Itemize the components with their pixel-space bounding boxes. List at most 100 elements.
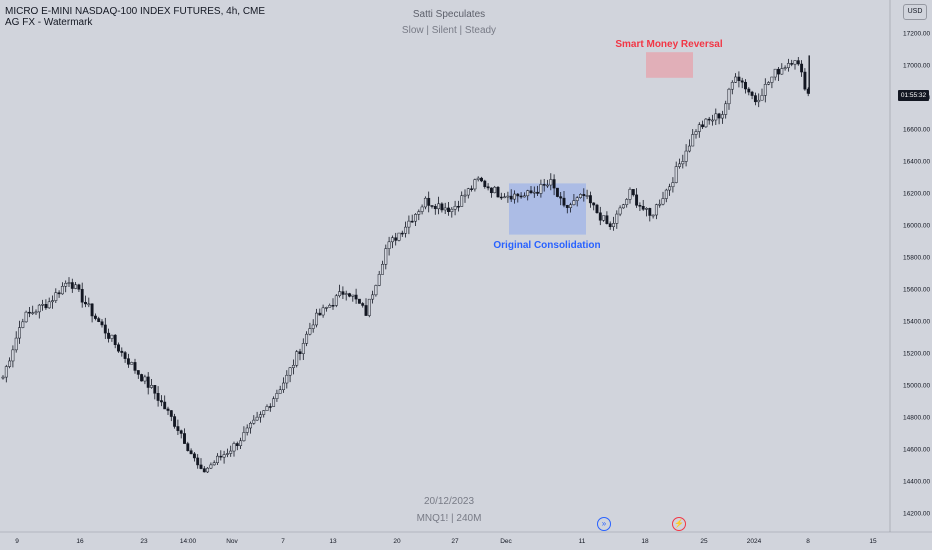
candle-body xyxy=(186,443,190,451)
candle-body xyxy=(486,186,490,189)
price-tick-label: 14600.00 xyxy=(903,446,930,453)
candle-body xyxy=(199,464,203,469)
candle-body xyxy=(786,63,790,68)
candle-body xyxy=(740,80,744,83)
candle-body xyxy=(453,205,457,210)
candle-body xyxy=(143,376,147,382)
time-tick-label: 16 xyxy=(76,538,84,545)
candle-body xyxy=(301,343,305,354)
candle-body xyxy=(212,462,216,466)
candle-body xyxy=(569,204,573,208)
currency-button[interactable]: USD xyxy=(903,4,927,20)
candle-body xyxy=(407,220,411,228)
price-tick-label: 16200.00 xyxy=(903,190,930,197)
candle-body xyxy=(727,88,731,105)
candle-body xyxy=(648,208,652,216)
candle-body xyxy=(268,406,272,408)
candle-body xyxy=(225,453,229,455)
candle-body xyxy=(41,304,45,306)
candle-body xyxy=(272,398,276,407)
economic-event-icon[interactable]: » xyxy=(597,517,611,531)
candle-body xyxy=(354,294,358,300)
candle-body xyxy=(437,203,441,210)
candle-body xyxy=(133,362,137,371)
candle-body xyxy=(377,274,381,286)
candle-body xyxy=(522,195,526,198)
candle-body xyxy=(282,382,285,390)
candle-body xyxy=(790,63,794,65)
candle-body xyxy=(54,292,58,301)
candle-body xyxy=(110,334,114,339)
candle-body xyxy=(77,284,81,290)
candle-body xyxy=(31,312,35,314)
symbol-title: MICRO E-MINI NASDAQ-100 INDEX FUTURES, 4… xyxy=(5,6,266,17)
candle-body xyxy=(678,163,681,167)
candle-body xyxy=(8,360,12,367)
candle-body xyxy=(628,189,632,200)
price-tick-label: 14800.00 xyxy=(903,414,930,421)
candle-body xyxy=(216,455,219,463)
candle-body xyxy=(404,226,408,234)
indicator-title[interactable]: AG FX - Watermark xyxy=(5,17,93,28)
candle-body xyxy=(367,298,371,316)
candle-body xyxy=(249,423,252,429)
candle-body xyxy=(777,68,780,75)
candle-body xyxy=(324,307,328,309)
time-tick-label: 8 xyxy=(806,538,810,545)
reversal-box[interactable] xyxy=(646,52,693,78)
time-tick-label: 18 xyxy=(641,538,649,545)
candle-body xyxy=(123,352,127,359)
dividend-alert-icon[interactable]: ⚡ xyxy=(672,517,686,531)
time-tick-label: 2024 xyxy=(747,538,762,545)
candle-body xyxy=(252,419,256,424)
candle-body xyxy=(757,99,761,103)
candle-body xyxy=(97,318,101,322)
candle-body xyxy=(87,303,91,306)
candle-body xyxy=(638,205,642,207)
candle-body xyxy=(344,293,348,295)
candle-body xyxy=(357,298,361,304)
candle-body xyxy=(37,304,41,313)
candle-body xyxy=(697,124,701,132)
candle-body xyxy=(684,150,688,162)
candle-body xyxy=(489,187,493,194)
price-tick-label: 16600.00 xyxy=(903,126,930,133)
candle-body xyxy=(146,376,150,388)
candle-body xyxy=(546,184,549,187)
candle-body xyxy=(245,427,249,433)
candle-body xyxy=(341,291,345,295)
candle-body xyxy=(44,304,48,309)
candle-body xyxy=(612,223,615,227)
candle-body xyxy=(516,193,520,197)
candle-body xyxy=(793,60,797,65)
candle-body xyxy=(711,119,714,122)
candle-body xyxy=(440,203,444,211)
candle-body xyxy=(701,124,705,128)
candle-body xyxy=(631,189,635,196)
time-tick-label: 14:00 xyxy=(180,538,197,545)
candle-body xyxy=(176,426,180,431)
candle-body xyxy=(285,374,289,384)
candle-body xyxy=(258,414,262,418)
candle-body xyxy=(674,166,678,183)
consolidation-box[interactable] xyxy=(509,183,586,235)
candle-body xyxy=(153,385,157,394)
candle-body xyxy=(473,179,477,190)
candle-body xyxy=(598,212,602,221)
candle-body xyxy=(196,457,200,466)
candle-body xyxy=(70,282,74,289)
time-tick-label: 23 xyxy=(140,538,148,545)
candle-body xyxy=(539,184,543,194)
candle-body xyxy=(117,344,120,352)
candle-body xyxy=(417,211,421,215)
candle-body xyxy=(265,406,269,411)
candle-body xyxy=(549,179,553,186)
candle-body xyxy=(717,113,721,119)
candle-body xyxy=(641,206,645,210)
candle-body xyxy=(34,311,38,314)
time-tick-label: 15 xyxy=(869,538,877,545)
candle-body xyxy=(179,430,183,434)
candle-body xyxy=(750,91,754,96)
